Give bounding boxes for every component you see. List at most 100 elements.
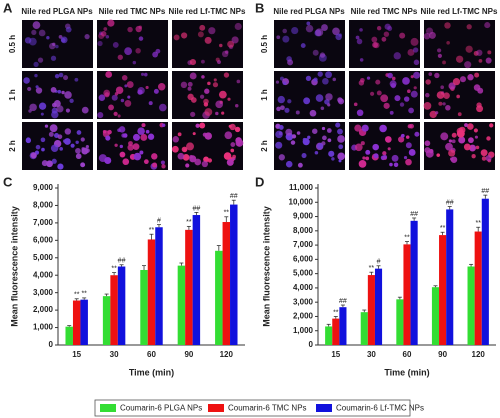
y-axis-title: Mean fluorescence intensity [261, 206, 271, 327]
y-tick-label: 1,000 [293, 326, 314, 335]
cell [224, 131, 233, 140]
significance-label: ## [446, 199, 454, 206]
cell [413, 71, 421, 79]
cell [27, 86, 32, 92]
cell [456, 129, 465, 138]
cell [139, 150, 144, 155]
cell [75, 153, 82, 160]
cell [435, 111, 439, 115]
cell [171, 145, 179, 153]
cell [122, 158, 130, 166]
cell [358, 160, 367, 168]
cell [463, 143, 471, 151]
cell [306, 21, 311, 26]
cell [285, 160, 293, 168]
cell [295, 110, 300, 115]
cell [48, 131, 54, 137]
cell [326, 128, 332, 133]
significance-label: ## [481, 188, 489, 195]
cell [473, 128, 478, 133]
cell [152, 162, 158, 168]
cell [481, 156, 487, 161]
cell [105, 35, 110, 39]
y-tick-label: 9,000 [33, 183, 54, 192]
cell [337, 135, 345, 143]
cell [33, 61, 39, 68]
cell [314, 150, 319, 155]
cell [194, 158, 202, 166]
cell [354, 143, 363, 152]
x-tick-label: 30 [367, 350, 376, 359]
cell [408, 149, 416, 156]
cell [177, 132, 182, 137]
bar [185, 229, 193, 345]
legend-swatch [100, 404, 116, 412]
cell [137, 87, 145, 95]
cell [127, 26, 133, 33]
cell [425, 79, 431, 85]
cell [486, 136, 491, 141]
cell [40, 137, 46, 143]
bar [332, 318, 340, 345]
micrograph [274, 122, 345, 170]
x-tick-label: 15 [72, 350, 81, 359]
cell [359, 58, 364, 62]
cell [317, 71, 323, 77]
cell [223, 152, 232, 160]
cell [474, 72, 480, 78]
cell [429, 148, 434, 154]
legend-swatch [316, 404, 332, 412]
cell [108, 104, 114, 111]
cell [484, 22, 491, 29]
cell [332, 27, 340, 36]
significance-label: ** [81, 291, 87, 298]
cell [291, 134, 297, 139]
cell [224, 50, 229, 54]
cell [103, 89, 111, 97]
cell [59, 147, 63, 151]
cell [445, 142, 453, 151]
cell [322, 135, 327, 141]
cell [452, 78, 461, 86]
y-tick-label: 0 [49, 340, 54, 349]
cell [434, 72, 440, 79]
cell [478, 59, 483, 63]
cell [46, 160, 53, 168]
cell [331, 157, 335, 161]
significance-label: ## [230, 193, 238, 200]
cell [381, 36, 387, 42]
cell [474, 135, 478, 139]
bar [396, 299, 404, 345]
panel-letter: A [3, 0, 13, 15]
significance-label: ** [333, 309, 339, 316]
y-tick-label: 8,000 [33, 201, 54, 210]
cell [187, 93, 194, 101]
cell [338, 98, 345, 105]
cell [413, 59, 420, 66]
cell [227, 97, 231, 101]
cell [382, 151, 387, 156]
cell [444, 22, 451, 29]
cell [221, 111, 225, 115]
cell [327, 103, 331, 107]
cell [29, 103, 37, 112]
cell [459, 76, 467, 83]
cell [436, 153, 441, 157]
cell [117, 54, 123, 60]
cell [105, 135, 111, 141]
cell [98, 94, 106, 101]
cell [402, 77, 410, 85]
cell [180, 81, 188, 89]
y-tick-label: 3,000 [293, 297, 314, 306]
cell [197, 31, 204, 38]
cell [84, 34, 90, 40]
x-tick-label: 60 [403, 350, 412, 359]
cell [275, 130, 283, 139]
cell [182, 153, 190, 161]
cell [275, 141, 283, 149]
bar [367, 275, 375, 345]
cell [28, 109, 32, 113]
cell [275, 80, 280, 84]
cell [44, 124, 49, 128]
cell [200, 59, 205, 64]
